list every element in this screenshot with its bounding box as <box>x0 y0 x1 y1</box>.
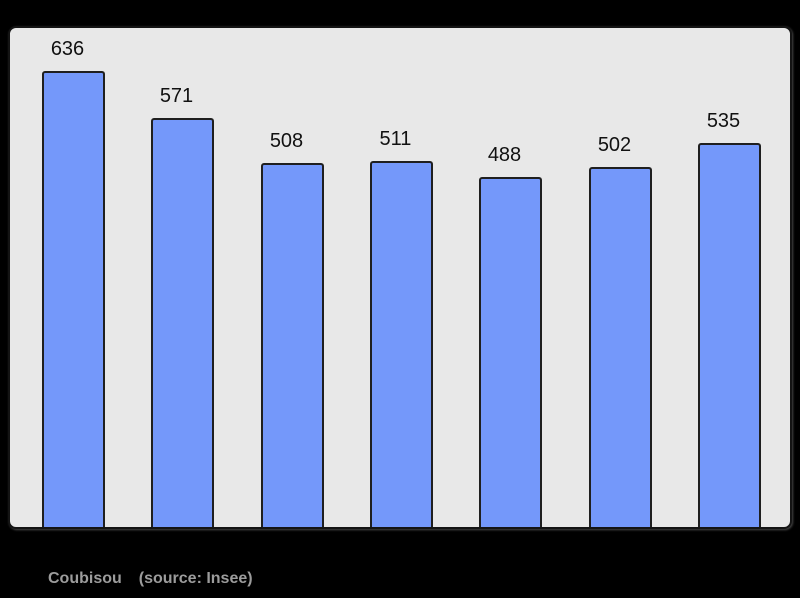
bar <box>42 71 105 527</box>
bar-value-label: 502 <box>597 134 632 156</box>
bar-value-label: 535 <box>706 110 741 132</box>
chart-frame: 636 571 508 511 488 502 535 <box>8 26 792 529</box>
plot-area: 636 571 508 511 488 502 535 <box>10 28 790 527</box>
bar-value-label: 488 <box>487 144 522 166</box>
bar <box>479 177 542 527</box>
bar-value-label: 636 <box>50 38 85 60</box>
bar <box>370 161 433 527</box>
bar <box>698 143 761 527</box>
bar <box>151 118 214 527</box>
bar <box>589 167 652 527</box>
bar-value-label: 571 <box>159 85 194 107</box>
bar-value-label: 508 <box>269 130 304 152</box>
bar <box>261 163 324 527</box>
chart-caption: Coubisou (source: Insee) <box>48 570 253 588</box>
caption-source: (source: Insee) <box>138 570 253 587</box>
caption-commune-name: Coubisou <box>48 570 122 587</box>
bar-value-label: 511 <box>379 128 412 150</box>
